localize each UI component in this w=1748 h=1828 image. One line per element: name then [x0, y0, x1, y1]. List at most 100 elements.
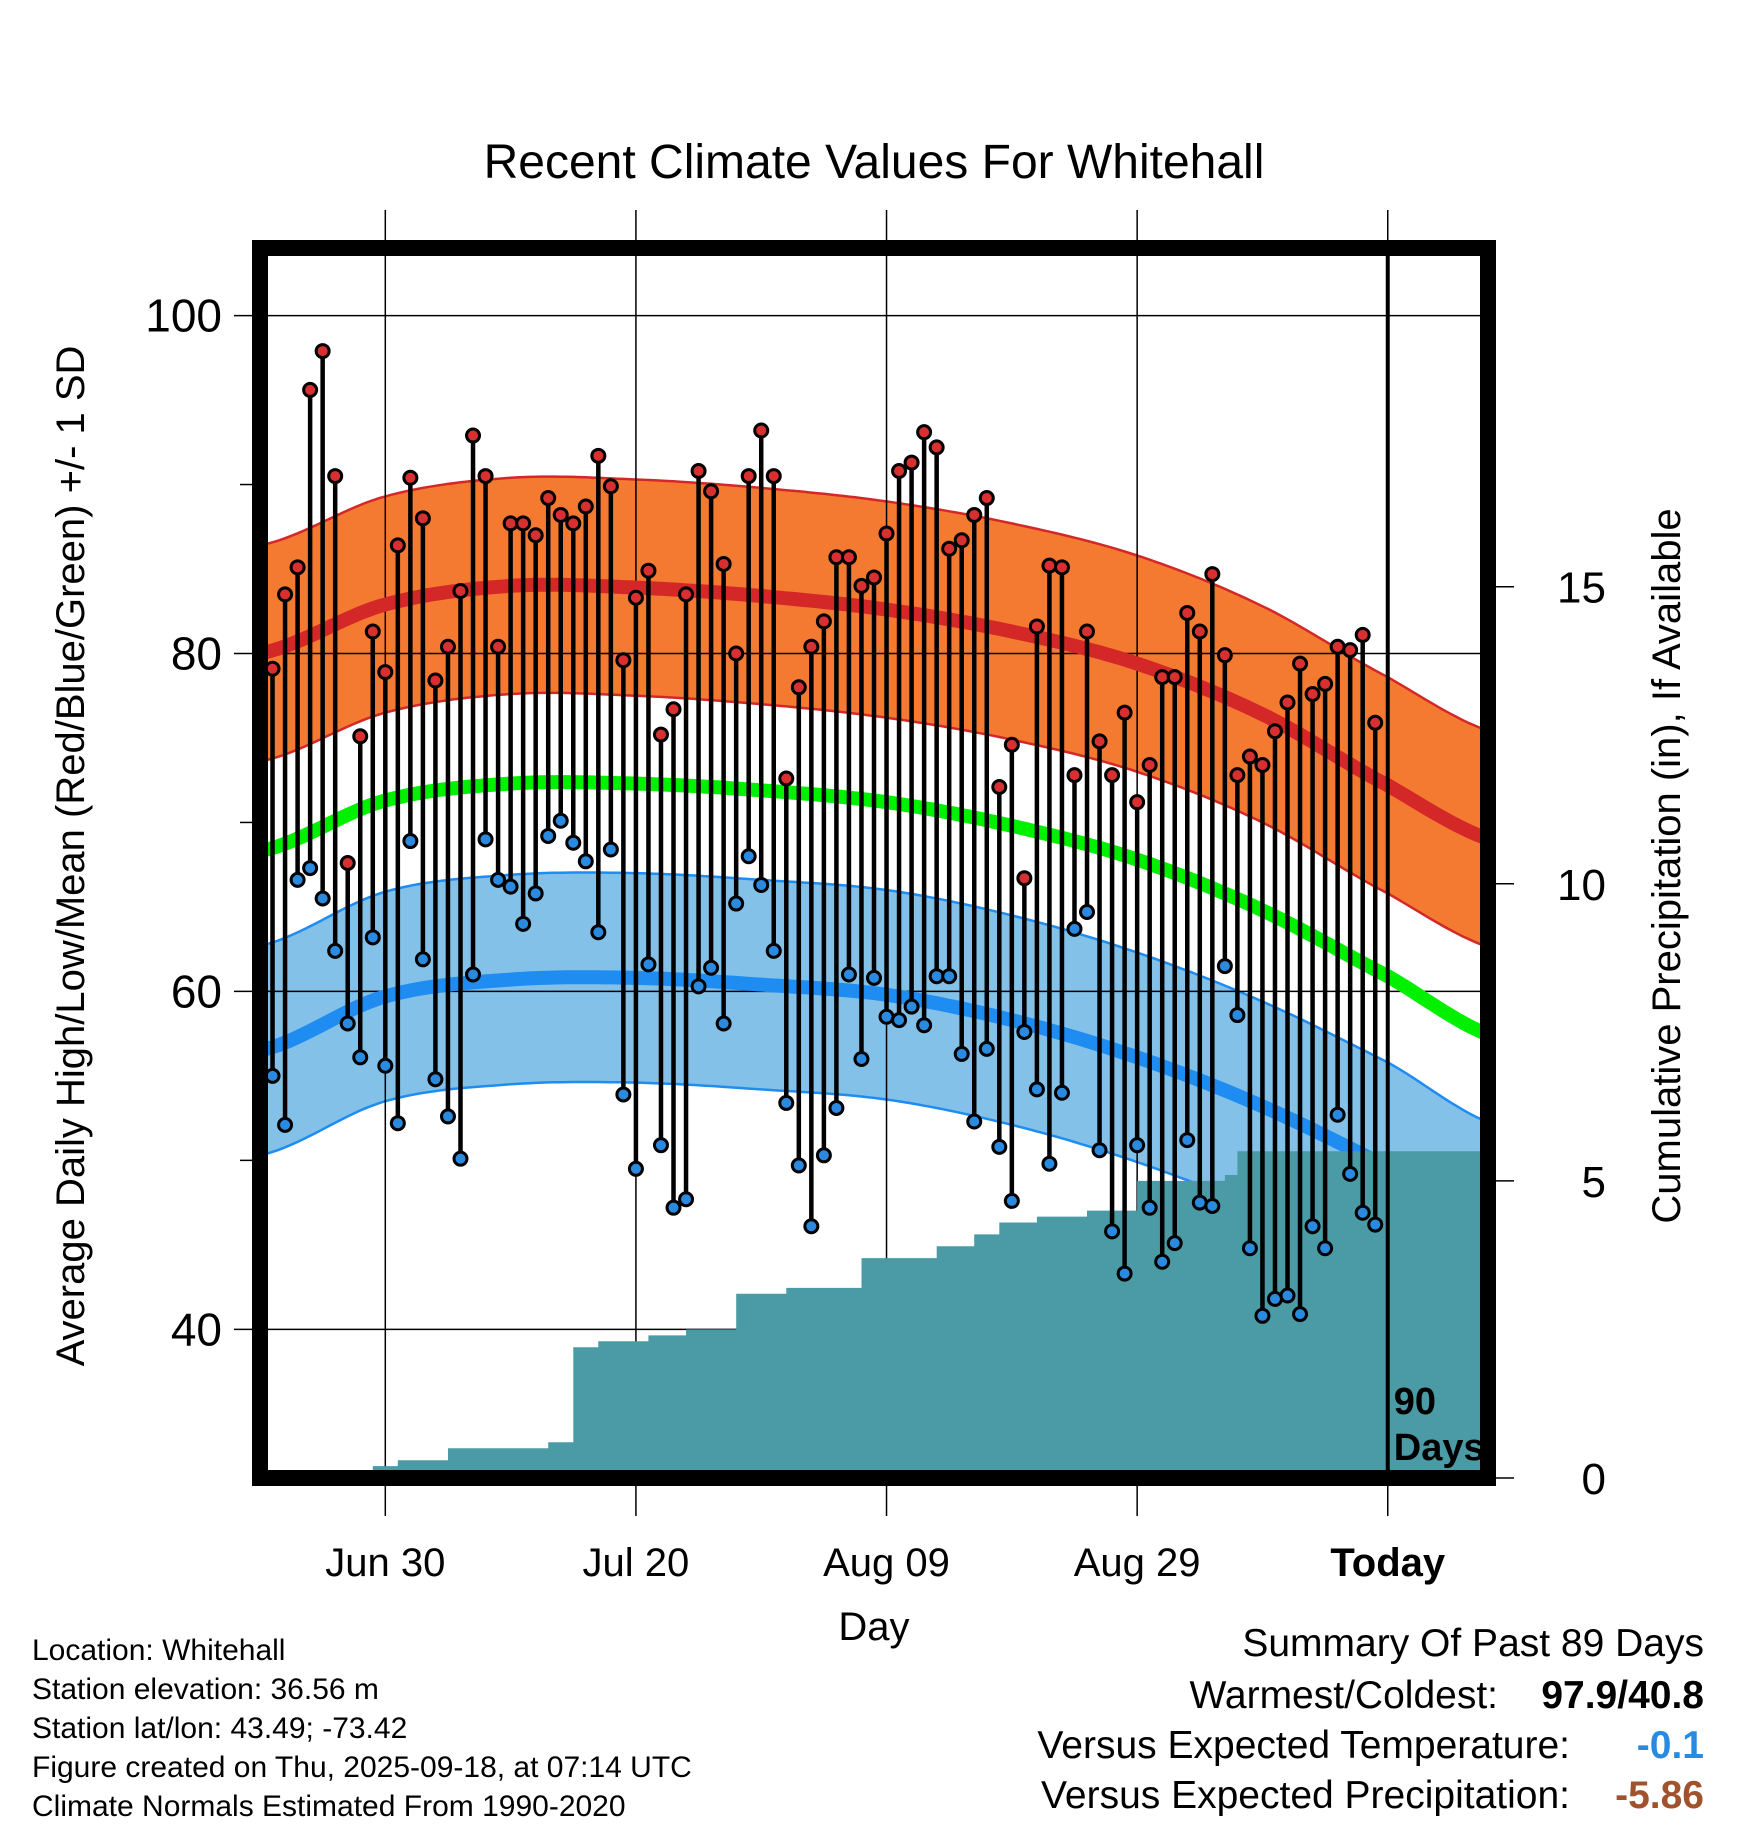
low-point: [427, 1071, 444, 1088]
low-point: [1254, 1307, 1271, 1324]
high-point: [1204, 566, 1221, 583]
high-point: [715, 555, 732, 572]
high-point: [577, 498, 594, 515]
low-normal-line: [260, 970, 1488, 1235]
high-point: [840, 549, 857, 566]
high-point: [1292, 655, 1309, 672]
low-point: [414, 951, 431, 968]
plot-frame: [252, 240, 1496, 1486]
high-point: [615, 652, 632, 669]
low-point: [891, 1012, 908, 1029]
low-point: [1154, 1253, 1171, 1270]
high-point: [803, 638, 820, 655]
high-point: [490, 638, 507, 655]
high-point: [1329, 638, 1346, 655]
window-label-90: 90: [1394, 1381, 1436, 1423]
low-point: [402, 833, 419, 850]
high-point: [1129, 794, 1146, 811]
low-sd-band-upper-edge: [260, 871, 1488, 1124]
high-point: [903, 454, 920, 471]
low-point: [803, 1218, 820, 1235]
high-point: [966, 506, 983, 523]
low-point: [765, 942, 782, 959]
high-point: [878, 525, 895, 542]
low-point: [916, 1017, 933, 1034]
low-point: [1116, 1265, 1133, 1282]
high-point: [640, 562, 657, 579]
high-point: [1279, 694, 1296, 711]
low-point: [1003, 1192, 1020, 1209]
low-point: [452, 1150, 469, 1167]
low-point: [490, 871, 507, 888]
low-point: [327, 942, 344, 959]
high-point: [1041, 557, 1058, 574]
high-point: [866, 569, 882, 586]
low-point: [377, 1057, 394, 1074]
low-point: [1091, 1142, 1108, 1159]
high-point: [928, 439, 945, 456]
high-point: [1354, 626, 1371, 643]
low-point: [703, 959, 720, 976]
high-point: [364, 623, 381, 640]
high-point: [678, 586, 695, 603]
high-point: [377, 664, 394, 681]
high-point: [1342, 642, 1359, 659]
high-point: [1066, 767, 1083, 784]
warm-cold-value: 97.9/40.8: [1541, 1674, 1704, 1717]
high-point: [665, 701, 682, 718]
high-point: [414, 510, 431, 527]
low-point: [1204, 1197, 1221, 1214]
low-point: [364, 929, 381, 946]
low-point: [790, 1157, 807, 1174]
high-point: [452, 582, 469, 599]
low-point: [665, 1199, 682, 1216]
high-point: [978, 490, 995, 507]
high-point: [477, 468, 494, 485]
low-point: [840, 966, 857, 983]
info-latlon: Station lat/lon: 43.49; -73.42: [32, 1712, 408, 1745]
high-point: [339, 855, 356, 871]
high-point: [465, 427, 482, 444]
high-point: [765, 468, 782, 485]
high-point: [815, 613, 832, 630]
y2-tick-label-5: 5: [1582, 1158, 1606, 1207]
low-point: [465, 966, 482, 983]
low-point: [866, 969, 882, 986]
high-point: [439, 638, 456, 655]
low-point: [1179, 1132, 1196, 1149]
precip-area: [285, 1151, 1488, 1478]
low-point: [815, 1147, 832, 1164]
low-point: [439, 1108, 456, 1125]
high-point: [602, 478, 619, 495]
temp-label: Versus Expected Temperature:: [1037, 1724, 1570, 1767]
high-point: [1241, 748, 1258, 765]
y-axis-label: Average Daily High/Low/Mean (Red/Blue/Gr…: [49, 346, 93, 1367]
low-point: [1329, 1106, 1346, 1123]
high-point: [1053, 559, 1070, 576]
low-point: [753, 876, 770, 893]
low-point: [552, 812, 569, 829]
window-label-days: Days: [1394, 1427, 1485, 1469]
high-point: [314, 343, 331, 360]
low-point: [1266, 1290, 1283, 1307]
high-point: [327, 468, 344, 485]
high-point: [1191, 623, 1208, 640]
high-sd-band-lower-edge: [260, 691, 1488, 949]
low-point: [602, 841, 619, 858]
high-point: [402, 469, 419, 486]
low-point: [853, 1050, 870, 1067]
high-point: [853, 577, 870, 594]
low-point: [652, 1137, 669, 1154]
high-point: [1266, 723, 1283, 740]
low-point: [389, 1115, 406, 1132]
high-point: [1216, 647, 1233, 664]
info-elevation: Station elevation: 36.56 m: [32, 1673, 379, 1706]
precip-label: Versus Expected Precipitation:: [1041, 1774, 1570, 1817]
high-point: [790, 679, 807, 696]
chart-title: Recent Climate Values For Whitehall: [484, 136, 1265, 189]
low-point: [978, 1040, 995, 1057]
y2-tick-label-0: 0: [1582, 1455, 1606, 1504]
high-point: [1116, 704, 1133, 721]
low-point: [1367, 1216, 1384, 1233]
